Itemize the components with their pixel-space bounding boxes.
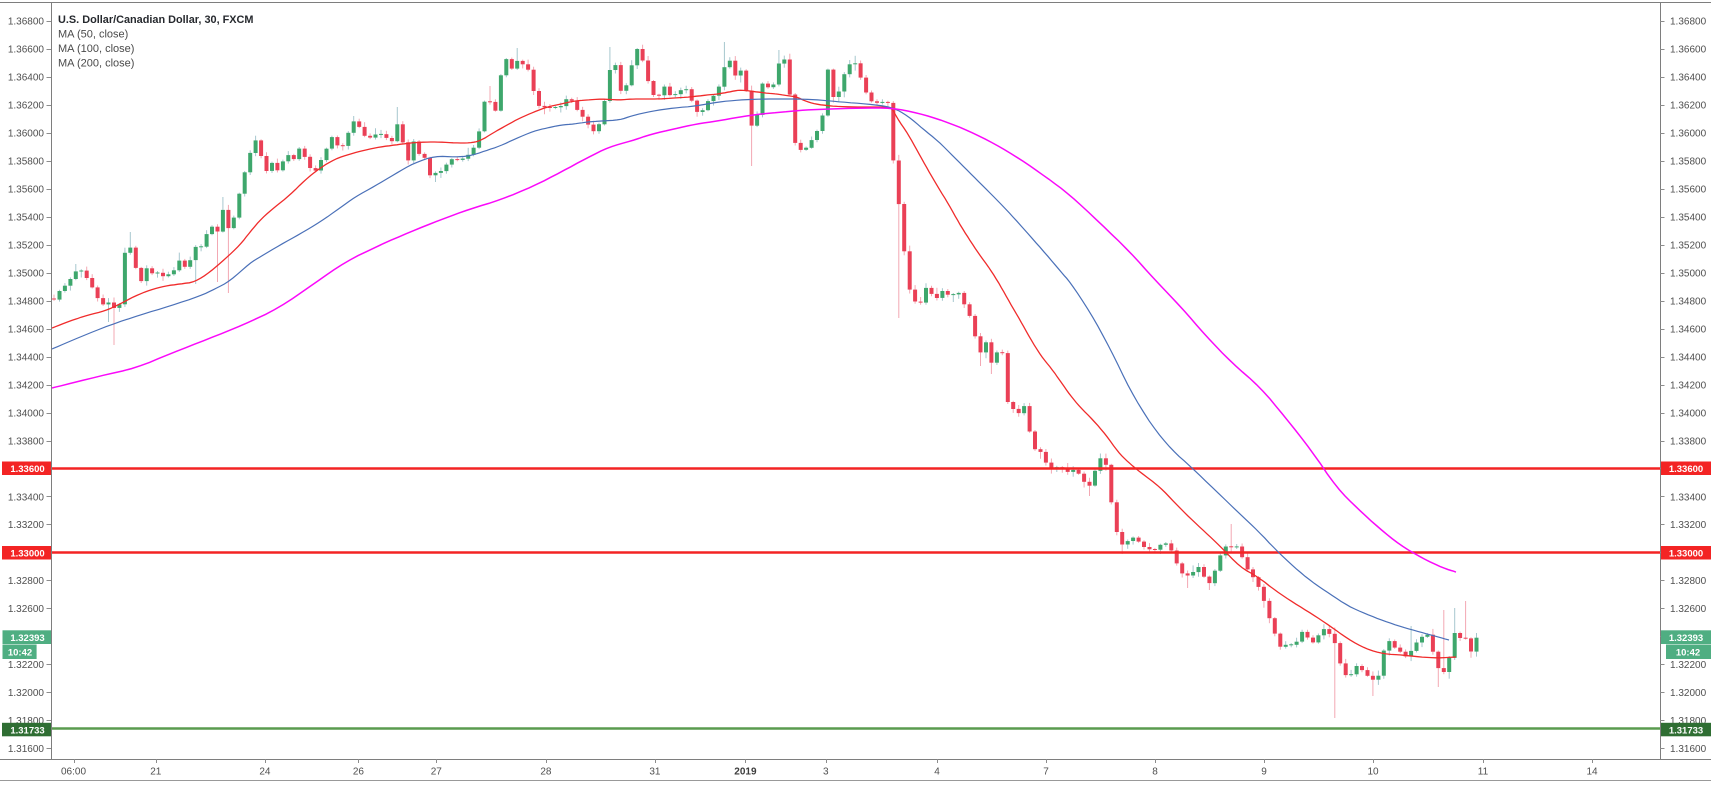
svg-text:1.35200: 1.35200 — [1670, 240, 1707, 251]
svg-text:1.36000: 1.36000 — [1670, 129, 1707, 140]
svg-text:1.34800: 1.34800 — [1670, 296, 1707, 307]
svg-text:3: 3 — [823, 767, 829, 778]
svg-text:MA (50, close): MA (50, close) — [58, 29, 128, 41]
svg-text:1.31800: 1.31800 — [1670, 716, 1707, 727]
svg-text:1.34800: 1.34800 — [8, 296, 45, 307]
svg-text:MA (100, close): MA (100, close) — [58, 43, 134, 55]
svg-text:1.33800: 1.33800 — [1670, 436, 1707, 447]
svg-text:1.33000: 1.33000 — [10, 549, 44, 560]
svg-text:1.33200: 1.33200 — [1670, 520, 1707, 531]
svg-text:1.31800: 1.31800 — [8, 716, 45, 727]
svg-text:1.36800: 1.36800 — [8, 17, 45, 28]
svg-text:1.35200: 1.35200 — [8, 240, 45, 251]
svg-text:27: 27 — [431, 767, 443, 778]
svg-text:1.36600: 1.36600 — [8, 45, 45, 56]
svg-text:11: 11 — [1478, 767, 1489, 778]
svg-text:1.31600: 1.31600 — [1670, 744, 1707, 755]
svg-text:1.33400: 1.33400 — [1670, 492, 1707, 503]
svg-text:1.34000: 1.34000 — [8, 408, 45, 419]
svg-text:1.32000: 1.32000 — [8, 688, 45, 699]
svg-text:1.32200: 1.32200 — [8, 660, 45, 671]
svg-text:1.32800: 1.32800 — [1670, 576, 1707, 587]
svg-text:1.36000: 1.36000 — [8, 129, 45, 140]
svg-text:1.31733: 1.31733 — [10, 725, 44, 736]
svg-text:1.36200: 1.36200 — [1670, 101, 1707, 112]
svg-text:1.32000: 1.32000 — [1670, 688, 1707, 699]
svg-text:1.35000: 1.35000 — [1670, 268, 1707, 279]
svg-text:1.34200: 1.34200 — [8, 380, 45, 391]
svg-text:1.34400: 1.34400 — [8, 352, 45, 363]
svg-text:1.33200: 1.33200 — [8, 520, 45, 531]
svg-text:1.34000: 1.34000 — [1670, 408, 1707, 419]
svg-text:1.34400: 1.34400 — [1670, 352, 1707, 363]
svg-text:10:42: 10:42 — [8, 648, 32, 659]
svg-text:21: 21 — [150, 767, 162, 778]
svg-text:28: 28 — [540, 767, 552, 778]
svg-text:8: 8 — [1152, 767, 1158, 778]
svg-text:1.32600: 1.32600 — [8, 604, 45, 615]
svg-text:1.33600: 1.33600 — [10, 464, 44, 475]
svg-text:U.S. Dollar/Canadian Dollar, 3: U.S. Dollar/Canadian Dollar, 30, FXCM — [58, 14, 253, 26]
svg-text:2019: 2019 — [734, 767, 757, 778]
svg-text:1.31733: 1.31733 — [1669, 725, 1703, 736]
svg-text:10:42: 10:42 — [1676, 648, 1700, 659]
svg-text:9: 9 — [1261, 767, 1267, 778]
svg-text:1.35000: 1.35000 — [8, 268, 45, 279]
svg-text:1.32800: 1.32800 — [8, 576, 45, 587]
svg-text:1.33600: 1.33600 — [1669, 464, 1703, 475]
svg-text:14: 14 — [1586, 767, 1598, 778]
svg-text:1.35400: 1.35400 — [1670, 213, 1707, 224]
svg-text:1.36200: 1.36200 — [8, 101, 45, 112]
svg-text:1.36400: 1.36400 — [8, 73, 45, 84]
svg-text:1.33000: 1.33000 — [1669, 549, 1703, 560]
svg-text:1.36800: 1.36800 — [1670, 17, 1707, 28]
svg-text:1.34600: 1.34600 — [8, 324, 45, 335]
svg-text:31: 31 — [649, 767, 661, 778]
svg-text:06:00: 06:00 — [61, 767, 86, 778]
svg-text:10: 10 — [1367, 767, 1379, 778]
svg-text:1.31600: 1.31600 — [8, 744, 45, 755]
svg-text:7: 7 — [1043, 767, 1049, 778]
svg-text:1.34600: 1.34600 — [1670, 324, 1707, 335]
svg-text:1.36600: 1.36600 — [1670, 45, 1707, 56]
svg-text:1.35800: 1.35800 — [8, 157, 45, 168]
svg-text:1.32600: 1.32600 — [1670, 604, 1707, 615]
svg-text:1.32393: 1.32393 — [10, 633, 44, 644]
svg-text:1.33800: 1.33800 — [8, 436, 45, 447]
svg-text:1.35800: 1.35800 — [1670, 157, 1707, 168]
svg-text:1.34200: 1.34200 — [1670, 380, 1707, 391]
svg-text:1.36400: 1.36400 — [1670, 73, 1707, 84]
svg-text:1.35400: 1.35400 — [8, 213, 45, 224]
svg-text:MA (200, close): MA (200, close) — [58, 58, 134, 70]
svg-text:1.32200: 1.32200 — [1670, 660, 1707, 671]
svg-text:1.32393: 1.32393 — [1669, 633, 1703, 644]
svg-text:26: 26 — [353, 767, 365, 778]
svg-text:1.35600: 1.35600 — [8, 185, 45, 196]
svg-text:4: 4 — [934, 767, 940, 778]
svg-text:24: 24 — [259, 767, 271, 778]
svg-text:1.33400: 1.33400 — [8, 492, 45, 503]
svg-text:1.35600: 1.35600 — [1670, 185, 1707, 196]
